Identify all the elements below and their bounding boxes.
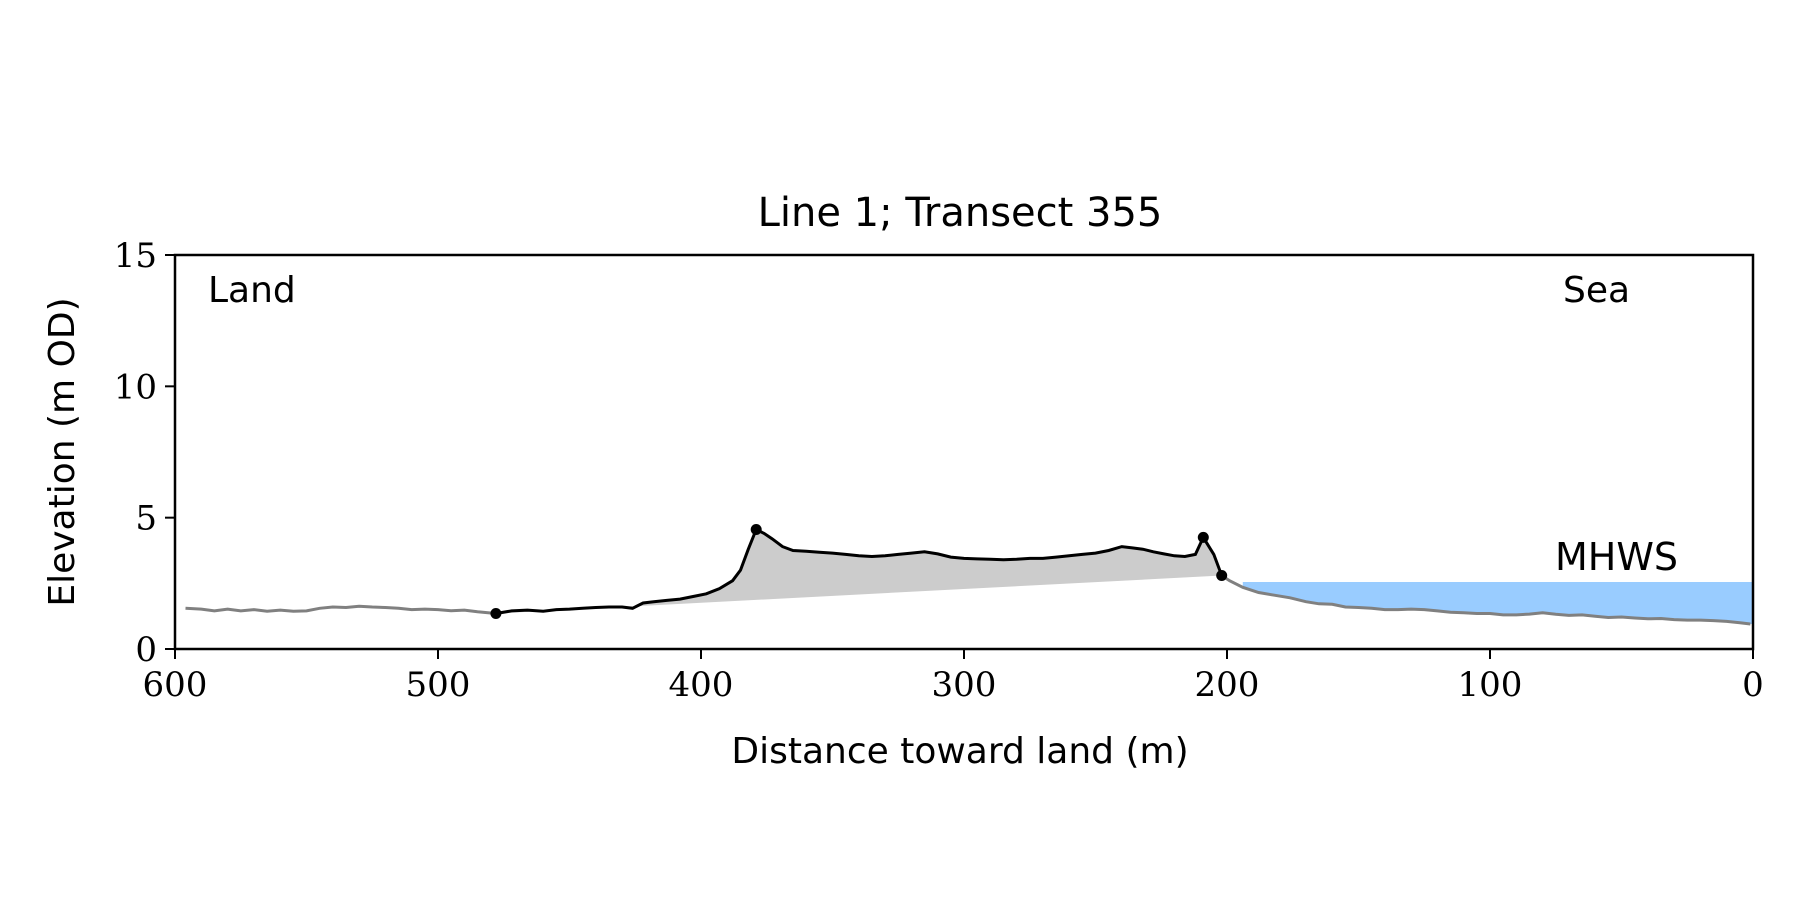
sea-label: Sea <box>1563 270 1630 311</box>
chart-title: Line 1; Transect 355 <box>758 190 1163 236</box>
x-tick-label: 0 <box>1742 665 1764 705</box>
water-mhws-area <box>1242 582 1753 624</box>
y-tick-label: 0 <box>135 630 157 670</box>
y-tick-label: 10 <box>114 367 157 407</box>
key-point-seaward-toe <box>1216 570 1228 581</box>
key-point-seaward-crest <box>1197 531 1209 543</box>
plot-area <box>185 524 1753 626</box>
x-tick-label: 200 <box>1195 665 1260 705</box>
profile-line-seaward <box>1220 574 1751 626</box>
x-tick-label: 600 <box>143 665 208 705</box>
y-tick-label: 5 <box>135 499 157 539</box>
x-axis-label: Distance toward land (m) <box>731 731 1188 772</box>
x-tick-label: 100 <box>1458 665 1523 705</box>
land-label: Land <box>208 270 296 311</box>
key-point-landward-crest <box>750 524 762 535</box>
y-axis-ticks: 0 5 10 15 <box>114 236 175 670</box>
x-axis-ticks: 600 500 400 300 200 100 0 <box>143 649 1764 705</box>
x-tick-label: 300 <box>932 665 997 705</box>
x-tick-label: 400 <box>669 665 734 705</box>
y-tick-label: 15 <box>114 236 157 276</box>
key-points <box>490 524 1228 619</box>
profile-line-landward <box>185 604 497 615</box>
x-tick-label: 500 <box>406 665 471 705</box>
y-axis-label: Elevation (m OD) <box>42 297 83 606</box>
profile-line-dune <box>495 527 1224 615</box>
mhws-label: MHWS <box>1555 535 1678 579</box>
dune-area <box>495 529 1222 614</box>
key-point-landward-toe <box>490 608 502 619</box>
